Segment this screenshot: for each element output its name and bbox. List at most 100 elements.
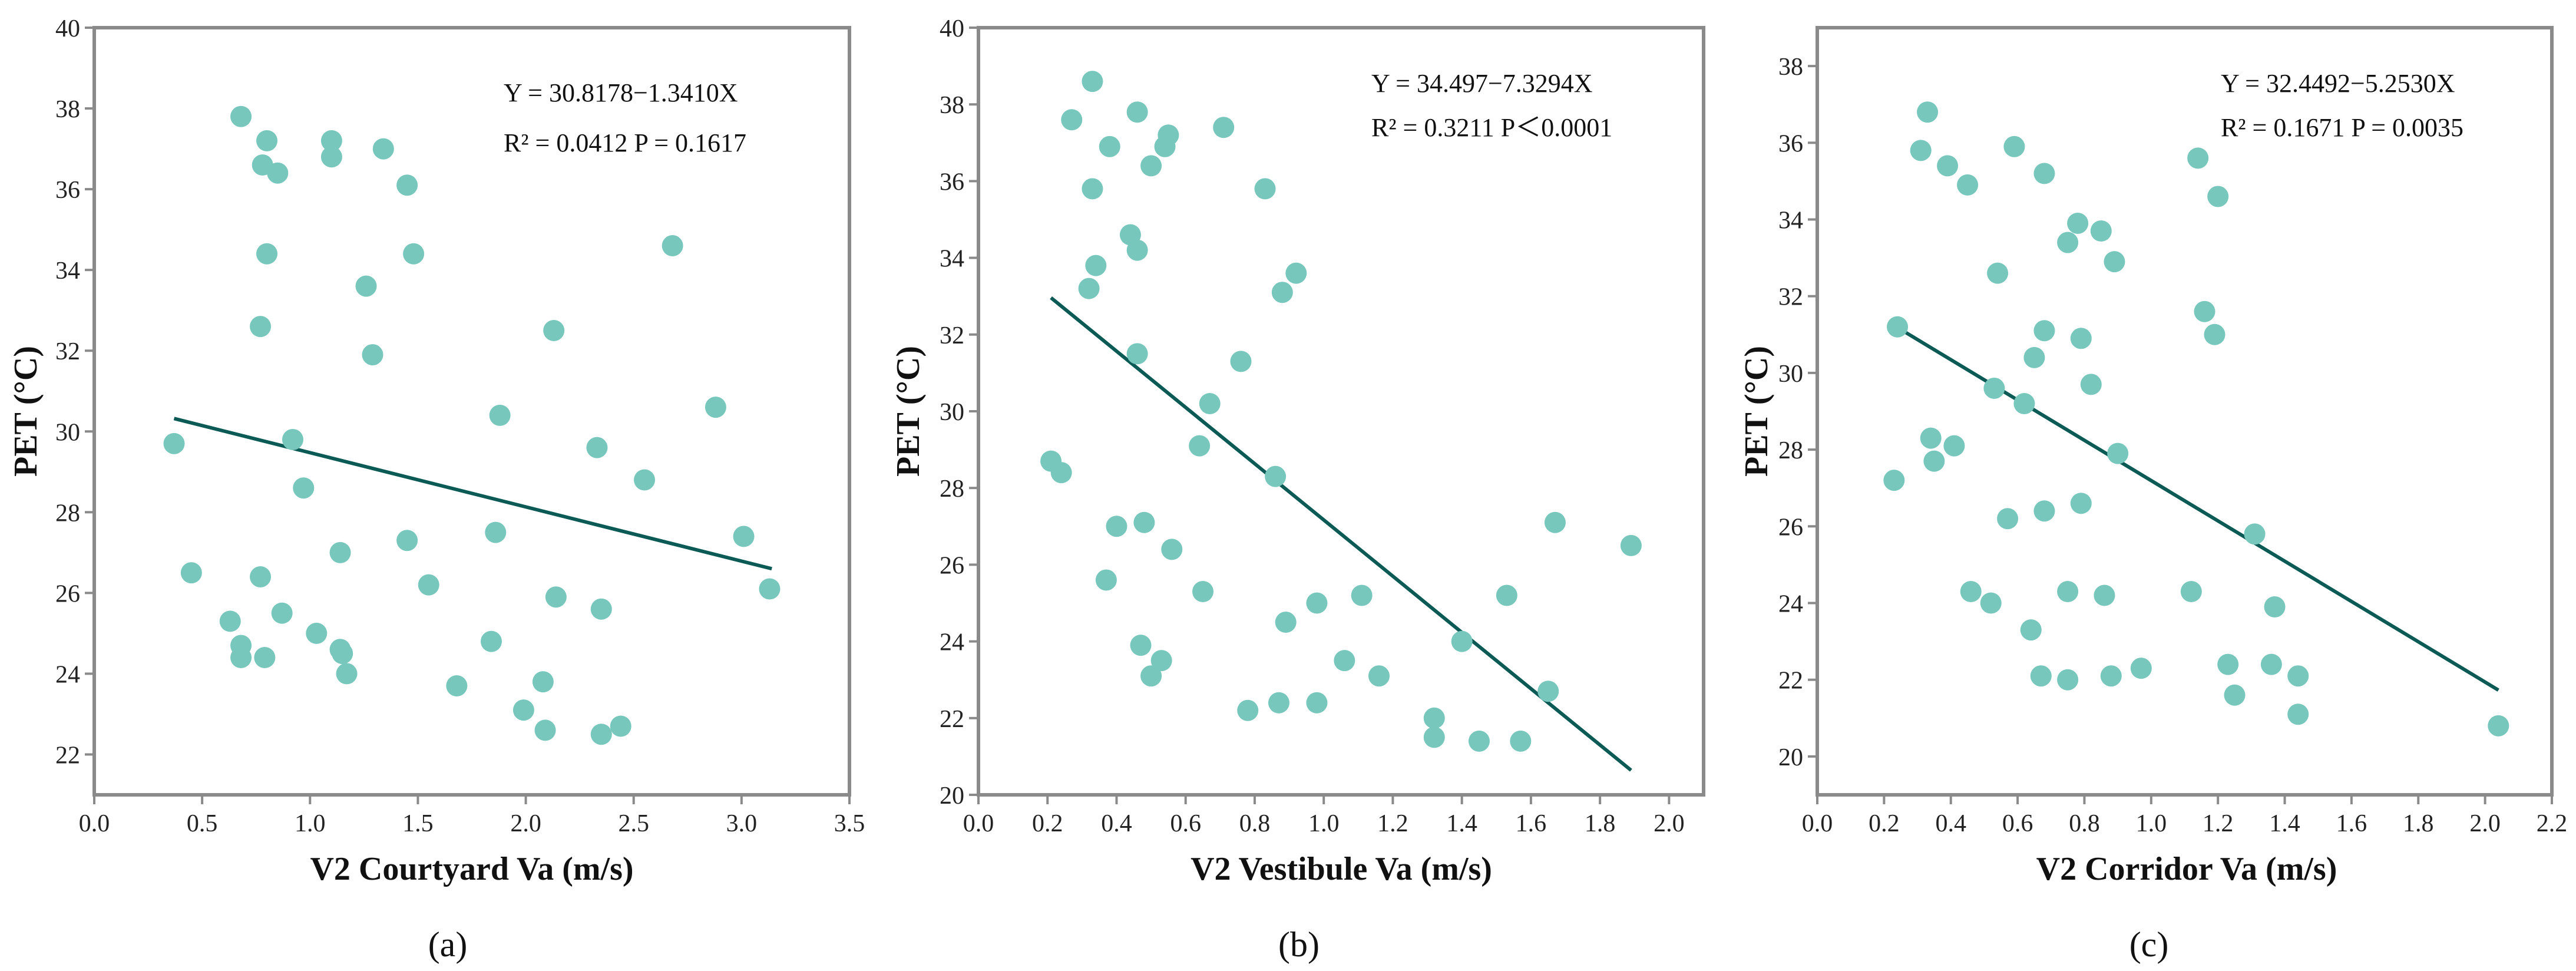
y-tick-label-c: 32: [1778, 284, 1803, 311]
y-tick-label-b: 40: [940, 15, 964, 42]
data-point-a: [271, 602, 293, 624]
data-point-a: [332, 643, 353, 665]
data-point-a: [545, 586, 567, 608]
y-ticks-b: 20 22 24 26 28 30 32 34 36 38 40: [940, 15, 978, 810]
x-tick-label-a: 1.0: [295, 810, 326, 837]
data-point-b: [1189, 435, 1211, 457]
x-tick-label-b: 0.0: [963, 810, 994, 837]
data-point-a: [256, 130, 278, 151]
panel-c: 0.0 0.2 0.4 0.6 0.8 1.0 1.2 1.4 1.6 1.8 2.0 2.2 20 2…: [1738, 26, 2567, 964]
x-ticks-c: 0.0 0.2 0.4 0.6 0.8 1.0 1.2 1.4 1.6 1.8 2.0 2.2: [1802, 795, 2567, 837]
data-point-c: [2244, 523, 2266, 545]
plot-frame-b: [977, 26, 1705, 797]
data-point-c: [2023, 346, 2045, 368]
data-point-b: [1496, 584, 1517, 606]
data-point-b: [1334, 650, 1355, 672]
plot-frame-c: [1816, 26, 2554, 797]
data-point-a: [362, 344, 383, 366]
data-point-b: [1061, 109, 1083, 131]
data-point-a: [320, 146, 342, 168]
data-point-b: [1213, 117, 1235, 138]
y-tick-label-b: 24: [940, 629, 964, 656]
data-point-b: [1368, 665, 1390, 687]
data-point-a: [355, 275, 377, 297]
data-point-a: [320, 130, 342, 151]
data-point-b: [1285, 262, 1307, 284]
x-tick-label-c: 2.0: [2469, 810, 2501, 837]
data-point-b: [1423, 726, 1445, 748]
data-point-b: [1126, 101, 1148, 123]
data-point-b: [1099, 136, 1120, 157]
data-point-c: [2033, 500, 2055, 522]
y-tick-label-b: 30: [940, 399, 964, 426]
data-point-a: [418, 574, 439, 596]
y-tick-label-c: 36: [1778, 130, 1803, 157]
data-point-a: [634, 469, 656, 491]
x-tick-label-b: 1.4: [1446, 810, 1477, 837]
data-point-a: [485, 521, 507, 543]
regression-line-c: [1890, 322, 2499, 692]
y-tick-label-c: 24: [1778, 591, 1803, 618]
data-point-a: [446, 675, 468, 696]
data-point-b: [1126, 239, 1148, 261]
data-point-a: [403, 243, 425, 265]
y-tick-label-c: 38: [1778, 54, 1803, 81]
x-tick-label-c: 1.2: [2203, 810, 2234, 837]
regression-line-b: [1050, 296, 1632, 772]
panel-a: 0.0 0.5 1.0 1.5 2.0 2.5 3.0 3.5 22 24 26 28 30 32 34 3…: [8, 15, 865, 964]
panel-label-b: (b): [1278, 925, 1320, 964]
data-point-a: [759, 578, 781, 600]
data-point-c: [1917, 101, 1939, 123]
data-point-c: [2488, 715, 2509, 736]
data-point-a: [512, 699, 534, 721]
data-point-b: [1085, 255, 1107, 276]
data-point-c: [2260, 653, 2282, 675]
regression-line-a: [173, 417, 772, 571]
data-point-b: [1544, 511, 1566, 533]
data-point-a: [250, 316, 272, 338]
data-point-a: [250, 566, 272, 587]
data-point-c: [2070, 328, 2092, 349]
data-point-b: [1265, 465, 1287, 487]
y-tick-label-c: 34: [1778, 207, 1803, 235]
data-point-b: [1230, 351, 1252, 372]
data-point-c: [1987, 262, 2009, 284]
plot-frame-a: [92, 26, 851, 797]
data-point-a: [586, 437, 608, 458]
data-point-a: [267, 162, 289, 184]
data-point-b: [1306, 692, 1328, 714]
data-point-c: [2264, 596, 2286, 618]
data-point-b: [1468, 730, 1490, 752]
data-point-b: [1106, 516, 1127, 537]
data-point-a: [733, 526, 755, 547]
data-point-b: [1050, 462, 1072, 484]
data-point-b: [1140, 665, 1162, 687]
x-tick-label-b: 1.2: [1377, 810, 1408, 837]
y-tick-label-c: 20: [1778, 744, 1803, 771]
data-point-a: [705, 397, 726, 418]
data-point-c: [2180, 580, 2202, 602]
data-point-b: [1082, 71, 1103, 93]
data-point-c: [1887, 316, 1909, 338]
data-point-a: [163, 432, 185, 454]
data-point-c: [2094, 584, 2115, 606]
data-point-a: [590, 598, 612, 620]
y-axis-label-b: PET (°C): [890, 346, 927, 477]
data-point-b: [1126, 343, 1148, 365]
data-point-c: [2070, 493, 2092, 514]
data-point-a: [532, 671, 554, 693]
panel-label-a: (a): [428, 925, 468, 964]
data-point-c: [2287, 704, 2309, 725]
x-tick-label-c: 0.2: [1869, 810, 1900, 837]
data-point-b: [1130, 635, 1152, 656]
data-point-b: [1237, 699, 1259, 721]
data-point-c: [2020, 619, 2042, 641]
data-point-a: [230, 647, 252, 669]
data-point-c: [2067, 213, 2089, 235]
data-point-b: [1150, 650, 1172, 672]
y-tick-label-b: 36: [940, 169, 964, 196]
x-tick-label-b: 1.8: [1585, 810, 1616, 837]
y-tick-label-a: 22: [55, 742, 80, 769]
x-tick-label-a: 2.5: [618, 810, 649, 837]
y-tick-label-c: 22: [1778, 668, 1803, 695]
